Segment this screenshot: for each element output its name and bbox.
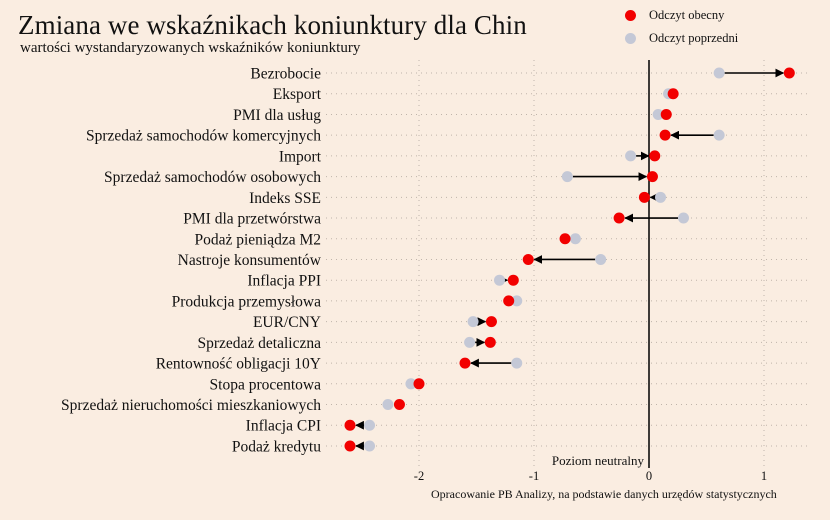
current-value-dot	[667, 88, 679, 100]
legend-current-marker-icon	[625, 10, 636, 21]
category-label: Inflacja CPI	[246, 418, 321, 435]
previous-value-dot	[467, 316, 479, 328]
current-value-dot	[659, 129, 671, 141]
x-axis-ticks: -2 -1 0 1	[414, 469, 767, 483]
current-value-dot	[413, 378, 425, 390]
category-label: Sprzedaż detaliczna	[198, 335, 322, 352]
previous-value-dot	[511, 295, 523, 307]
zero-line-layer: Poziom neutralny	[552, 60, 650, 468]
previous-value-dot	[494, 274, 505, 286]
current-value-dot	[559, 233, 571, 245]
current-value-dot	[507, 274, 519, 286]
current-value-dot	[783, 67, 795, 79]
previous-value-dot	[678, 212, 689, 224]
current-value-dot	[522, 253, 534, 265]
legend-current-label: Odczyt obecny	[649, 8, 725, 22]
category-label: Sprzedaż nieruchomości mieszkaniowych	[61, 397, 321, 414]
category-label: Produkcja przemysłowa	[172, 293, 321, 310]
current-value-dot	[660, 108, 672, 120]
category-label: EUR/CNY	[253, 314, 321, 331]
category-label: PMI dla usług	[233, 107, 321, 124]
current-value-dot	[344, 419, 356, 431]
current-value-dot	[649, 150, 661, 162]
x-tick-label: 0	[646, 469, 652, 483]
previous-value-dot	[464, 336, 476, 348]
category-label: PMI dla przetwórstwa	[183, 211, 321, 228]
legend-item-current[interactable]: Odczyt obecny	[625, 4, 738, 27]
chart-subtitle: wartości wystandaryzowanych wskaźników k…	[20, 40, 361, 56]
category-label: Bezrobocie	[250, 66, 321, 83]
current-value-dot	[503, 295, 515, 307]
x-tick-label: 1	[761, 469, 767, 483]
category-label: Inflacja PPI	[247, 273, 321, 290]
previous-value-dot	[625, 150, 637, 162]
neutral-level-label: Poziom neutralny	[552, 453, 645, 468]
previous-value-dot	[364, 440, 376, 452]
current-value-dot	[485, 316, 497, 328]
previous-value-dot	[569, 233, 581, 245]
source-note: Opracowanie PB Analizy, na podstawie dan…	[431, 487, 777, 501]
previous-value-dot	[364, 419, 376, 431]
chart-title: Zmiana we wskaźnikach koniunktury dla Ch…	[18, 10, 527, 40]
category-label: Rentowność obligacji 10Y	[156, 356, 321, 373]
category-label: Stopa procentowa	[210, 376, 322, 393]
category-label: Eksport	[273, 86, 322, 103]
previous-value-dot	[595, 253, 607, 265]
legend-previous-label: Odczyt poprzedni	[649, 31, 739, 45]
previous-value-dot	[713, 67, 725, 79]
category-label: Nastroje konsumentów	[178, 252, 322, 269]
dots-layer	[344, 67, 795, 452]
category-label: Import	[279, 148, 322, 165]
current-value-dot	[459, 357, 471, 369]
previous-value-dot	[382, 399, 394, 411]
category-label: Sprzedaż samochodów komercyjnych	[86, 128, 321, 145]
category-label: Podaż pieniądza M2	[194, 231, 321, 248]
current-value-dot	[393, 399, 405, 411]
current-value-dot	[613, 212, 625, 224]
legend-item-previous[interactable]: Odczyt poprzedni	[625, 27, 738, 50]
previous-value-dot	[511, 357, 523, 369]
previous-value-dot	[713, 129, 725, 141]
current-value-dot	[638, 191, 650, 203]
legend: Odczyt obecny Odczyt poprzedni	[625, 4, 738, 50]
previous-value-dot	[655, 191, 666, 203]
legend-previous-marker-icon	[625, 33, 636, 44]
previous-value-dot	[652, 108, 664, 120]
previous-value-dot	[561, 171, 573, 183]
x-tick-label: -2	[414, 469, 424, 483]
category-label: Sprzedaż samochodów osobowych	[104, 169, 321, 186]
previous-value-dot	[405, 378, 417, 390]
arrows-layer	[355, 68, 785, 451]
current-value-dot	[646, 171, 658, 183]
x-tick-label: -1	[529, 469, 539, 483]
current-value-dot	[344, 440, 356, 452]
category-label: Podaż kredytu	[232, 438, 321, 455]
category-label: Indeks SSE	[249, 190, 321, 207]
category-labels: Bezrobocie Eksport PMI dla usług Sprzedaż s…	[61, 66, 322, 456]
current-value-dot	[484, 336, 496, 348]
